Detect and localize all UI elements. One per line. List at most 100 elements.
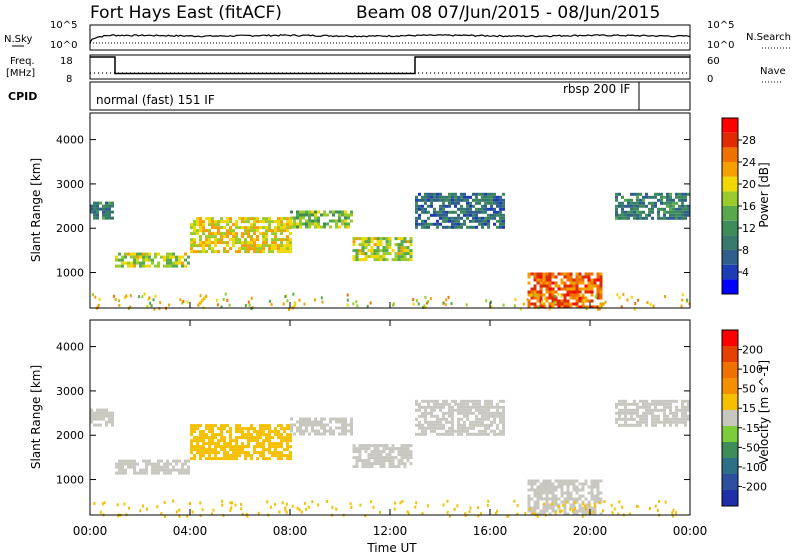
heatmap-cell xyxy=(636,402,639,406)
heatmap-speck xyxy=(594,504,597,508)
heatmap-cell xyxy=(274,445,277,449)
heatmap-cell xyxy=(451,411,454,415)
heatmap-cell xyxy=(211,439,214,443)
heatmap-cell xyxy=(283,223,286,227)
heatmap-cell xyxy=(487,207,490,211)
heatmap-speck xyxy=(588,503,591,507)
heatmap-cell xyxy=(615,207,618,211)
heatmap-cell xyxy=(469,399,472,403)
heatmap-cell xyxy=(286,424,289,428)
heatmap-cell xyxy=(563,302,567,306)
heatmap-cell xyxy=(341,432,344,436)
heatmap-cell xyxy=(344,225,347,229)
heatmap-cell xyxy=(430,408,433,412)
heatmap-cell xyxy=(466,195,469,199)
heatmap-cell xyxy=(654,399,657,403)
heatmap-cell xyxy=(250,427,253,431)
heatmap-cell xyxy=(133,462,136,466)
heatmap-cell xyxy=(681,207,684,211)
heatmap-cell xyxy=(575,299,579,303)
heatmap-cell xyxy=(687,399,690,403)
heatmap-cell xyxy=(190,448,193,452)
heatmap-cell xyxy=(370,465,374,469)
heatmap-speck xyxy=(314,298,316,302)
heatmap-cell xyxy=(436,426,439,430)
heatmap-cell xyxy=(551,509,555,513)
heatmap-speck xyxy=(446,511,449,514)
heatmap-cell xyxy=(618,213,621,217)
heatmap-cell xyxy=(672,411,675,415)
heatmap-cell xyxy=(338,216,341,220)
heatmap-cell xyxy=(475,207,478,211)
heatmap-cell xyxy=(193,229,196,233)
heatmap-cell xyxy=(247,244,250,248)
heatmap-cell xyxy=(259,220,262,224)
heatmap-speck xyxy=(593,510,595,514)
heatmap-cell xyxy=(250,247,253,251)
heatmap-cell xyxy=(636,204,639,208)
heatmap-cell xyxy=(436,225,439,229)
heatmap-cell xyxy=(499,420,502,424)
heatmap-cell xyxy=(244,454,247,458)
heatmap-cell xyxy=(329,426,332,430)
heatmap-cell xyxy=(654,420,657,424)
heatmap-cell xyxy=(554,494,558,498)
heatmap-cell xyxy=(496,210,499,214)
heatmap-cell xyxy=(367,459,371,463)
heatmap-speck xyxy=(522,302,525,306)
heatmap-cell xyxy=(666,414,669,418)
heatmap-cell xyxy=(196,220,199,224)
heatmap-cell xyxy=(373,258,377,262)
heatmap-cell xyxy=(460,402,463,406)
heatmap-cell xyxy=(457,195,460,199)
heatmap-cell xyxy=(247,430,250,434)
heatmap-cell xyxy=(265,427,268,431)
heatmap-cell xyxy=(596,296,600,300)
heatmap-cell xyxy=(145,258,148,262)
heatmap-cell xyxy=(551,488,555,492)
colorbar-swatch xyxy=(722,235,738,250)
heatmap-cell xyxy=(373,459,377,463)
heatmap-cell xyxy=(657,420,660,424)
heatmap-cell xyxy=(157,261,160,265)
heatmap-cell xyxy=(502,432,505,436)
heatmap-cell xyxy=(268,220,271,224)
heatmap-cell xyxy=(262,217,265,221)
heatmap-cell xyxy=(268,457,271,461)
heatmap-cell xyxy=(666,210,669,214)
heatmap-cell xyxy=(124,459,127,463)
heatmap-cell xyxy=(190,424,193,428)
heatmap-cell xyxy=(578,287,582,291)
heatmap-speck xyxy=(516,512,519,516)
heatmap-cell xyxy=(241,442,244,446)
heatmap-cell xyxy=(454,402,457,406)
heatmap-speck xyxy=(220,305,223,309)
heatmap-cell xyxy=(367,462,371,466)
heatmap-cell xyxy=(678,195,681,199)
heatmap-cell xyxy=(496,195,499,199)
heatmap-cell xyxy=(657,399,660,403)
heatmap-cell xyxy=(433,426,436,430)
heatmap-cell xyxy=(496,198,499,202)
heatmap-cell xyxy=(581,299,585,303)
heatmap-cell xyxy=(481,411,484,415)
heatmap-cell xyxy=(487,222,490,226)
heatmap-cell xyxy=(367,453,371,457)
heatmap-cell xyxy=(241,247,244,251)
heatmap-cell xyxy=(578,281,582,285)
heatmap-cell xyxy=(314,213,317,217)
heatmap-cell xyxy=(421,423,424,427)
heatmap-cell xyxy=(421,219,424,223)
heatmap-cell xyxy=(481,210,484,214)
heatmap-cell xyxy=(299,420,302,424)
heatmap-cell xyxy=(636,213,639,217)
heatmap-cell xyxy=(317,423,320,427)
heatmap-cell xyxy=(481,195,484,199)
heatmap-cell xyxy=(581,509,585,513)
heatmap-cell xyxy=(235,451,238,455)
heatmap-speck xyxy=(447,295,450,299)
heatmap-cell xyxy=(566,290,570,294)
heatmap-cell xyxy=(271,454,274,458)
heatmap-cell xyxy=(151,261,154,265)
heatmap-cell xyxy=(545,281,549,285)
